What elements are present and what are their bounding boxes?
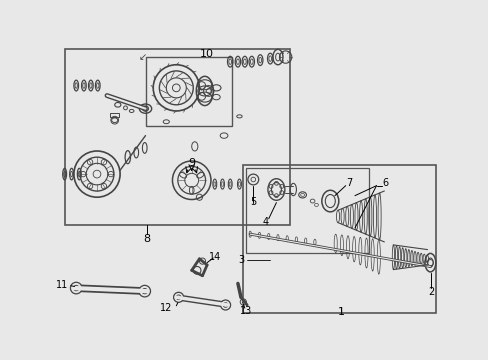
Circle shape	[173, 292, 183, 302]
Text: 6: 6	[382, 178, 388, 188]
Circle shape	[199, 258, 205, 264]
Circle shape	[240, 299, 246, 305]
Text: 7: 7	[346, 178, 352, 188]
Circle shape	[193, 266, 201, 274]
Text: 1: 1	[337, 307, 344, 317]
Circle shape	[73, 285, 79, 291]
Text: 10: 10	[200, 49, 214, 59]
Text: 5: 5	[250, 197, 256, 207]
Circle shape	[142, 288, 147, 294]
Bar	[245, 168, 368, 253]
Text: 3: 3	[238, 255, 244, 265]
Text: ↙: ↙	[138, 52, 146, 62]
Circle shape	[139, 285, 150, 297]
Text: 14: 14	[208, 252, 221, 262]
Bar	[145, 57, 231, 126]
Circle shape	[223, 303, 227, 307]
Bar	[243, 165, 435, 313]
Bar	[110, 113, 119, 117]
Text: 2: 2	[427, 287, 433, 297]
Text: 11: 11	[55, 280, 68, 290]
Text: 9: 9	[188, 158, 195, 168]
Text: 12: 12	[160, 303, 172, 313]
Circle shape	[176, 295, 181, 300]
Circle shape	[70, 282, 82, 294]
Text: 4: 4	[262, 217, 268, 227]
Text: 13: 13	[239, 306, 251, 316]
Text: 8: 8	[143, 234, 150, 244]
Circle shape	[220, 300, 230, 310]
Bar	[65, 49, 290, 225]
